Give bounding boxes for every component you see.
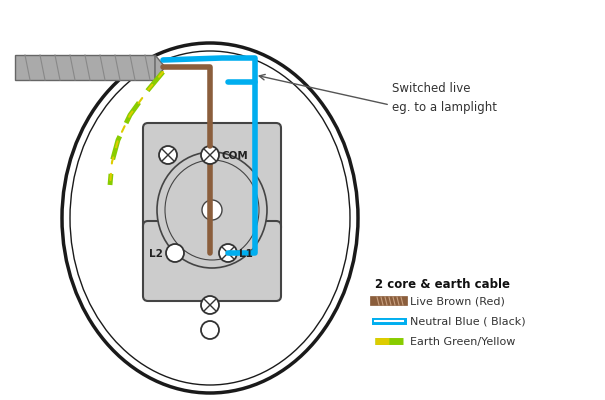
Circle shape [201, 296, 219, 314]
Text: L1: L1 [239, 249, 253, 259]
Polygon shape [155, 55, 165, 80]
FancyBboxPatch shape [143, 123, 281, 233]
Text: Neutral Blue ( Black): Neutral Blue ( Black) [410, 317, 526, 327]
Ellipse shape [62, 43, 358, 393]
Text: Live Brown (Red): Live Brown (Red) [410, 297, 505, 307]
Ellipse shape [157, 152, 267, 268]
Text: Switched live
eg. to a lamplight: Switched live eg. to a lamplight [392, 82, 497, 114]
Text: L2: L2 [149, 249, 163, 259]
Polygon shape [15, 55, 155, 80]
Circle shape [159, 146, 177, 164]
Text: COM: COM [221, 151, 248, 161]
Circle shape [202, 200, 222, 220]
Circle shape [166, 244, 184, 262]
Text: Earth Green/Yellow: Earth Green/Yellow [410, 337, 515, 347]
Circle shape [201, 146, 219, 164]
FancyBboxPatch shape [143, 221, 281, 301]
Bar [154, 224, 270, 232]
Circle shape [201, 321, 219, 339]
Circle shape [219, 244, 237, 262]
Text: 2 core & earth cable: 2 core & earth cable [375, 278, 510, 291]
